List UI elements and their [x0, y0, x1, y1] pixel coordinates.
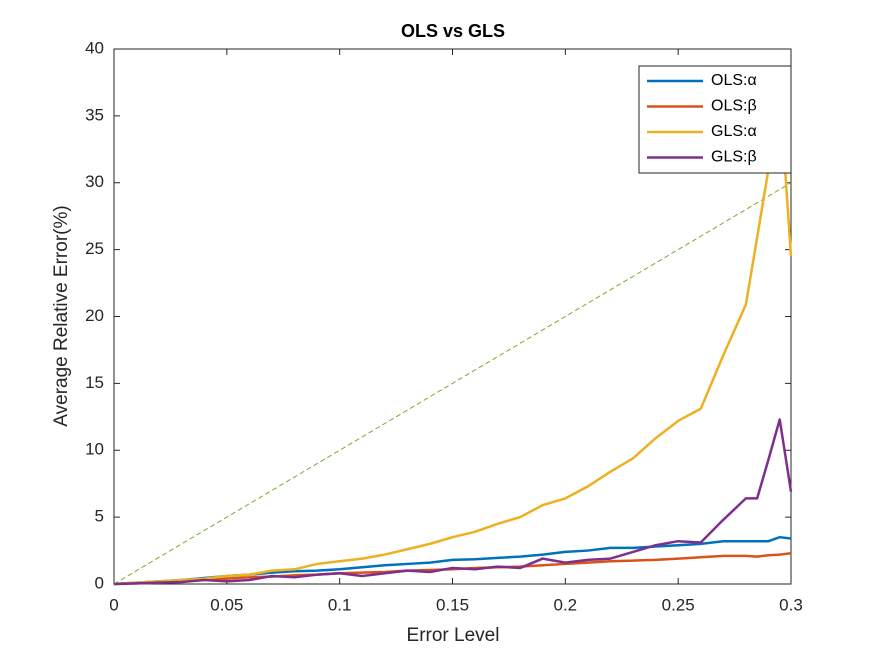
x-axis-label: Error Level	[407, 625, 500, 646]
legend: OLS:α OLS:β GLS:α GLS:β	[638, 65, 792, 174]
x-tick-label: 0.25	[662, 595, 695, 614]
legend-label: GLS:β	[711, 149, 757, 166]
y-tick-label: 20	[85, 306, 104, 325]
y-tick-label: 0	[95, 573, 104, 592]
x-tick-label: 0.05	[210, 595, 243, 614]
x-tick-label: 0.1	[328, 595, 352, 614]
series-line	[113, 551, 792, 586]
y-tick-label: 10	[85, 440, 104, 459]
axes-frame	[113, 48, 792, 585]
x-tick-label: 0.2	[554, 595, 578, 614]
x-tick-label: 0.3	[779, 595, 803, 614]
series-line	[113, 89, 793, 586]
y-tick-label: 5	[95, 507, 104, 526]
y-tick-label: 30	[85, 172, 104, 191]
legend-label: OLS:β	[711, 98, 757, 115]
chart-title: OLS vs GLS	[401, 21, 505, 41]
series-line	[113, 418, 793, 586]
y-tick-label: 25	[85, 239, 104, 258]
legend-label: GLS:α	[711, 123, 757, 140]
reference-line	[113, 182, 792, 585]
y-tick-label: 15	[85, 373, 104, 392]
x-tick-label: 0	[109, 595, 118, 614]
y-tick-label: 40	[85, 38, 104, 57]
legend-label: OLS:α	[711, 72, 757, 89]
x-tick-label: 0.15	[436, 595, 469, 614]
y-tick-label: 35	[85, 105, 104, 124]
legend-box	[638, 65, 792, 174]
y-axis-label: Average Relative Error(%)	[51, 205, 72, 426]
